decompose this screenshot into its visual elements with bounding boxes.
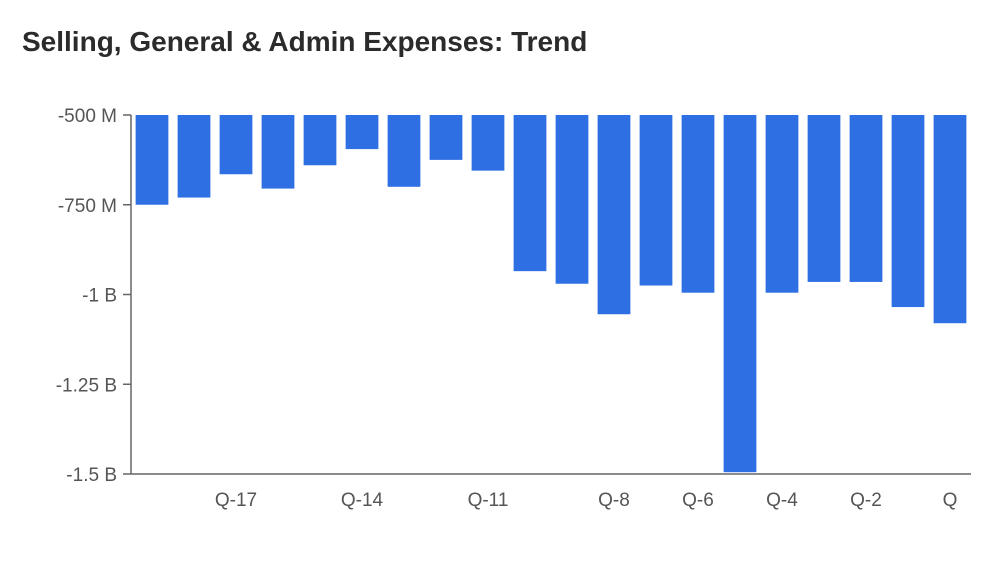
bar-q-7 xyxy=(639,115,673,286)
y-tick-label: -1 B xyxy=(82,286,117,307)
bars-group xyxy=(135,115,967,473)
bar-q-3 xyxy=(807,115,841,282)
bar-q-17 xyxy=(219,115,253,175)
x-tick-label: Q-4 xyxy=(766,490,798,511)
y-tick-label: -500 M xyxy=(58,106,117,127)
x-tick-label: Q-14 xyxy=(341,490,384,511)
bar-q-6 xyxy=(681,115,715,293)
bar-q-12 xyxy=(429,115,463,160)
bar-q-11 xyxy=(471,115,505,171)
bar-q-8 xyxy=(597,115,631,315)
x-tick-label: Q-8 xyxy=(598,490,630,511)
y-tick-label: -1.5 B xyxy=(66,465,117,486)
bar-q-13 xyxy=(387,115,421,187)
bar-q-1 xyxy=(891,115,925,308)
x-tick-label: Q-17 xyxy=(215,490,257,511)
bar-q-15 xyxy=(303,115,337,166)
x-tick-label: Q-2 xyxy=(850,490,882,511)
y-tick-label: -1.25 B xyxy=(56,375,117,396)
chart-title: Selling, General & Admin Expenses: Trend xyxy=(22,26,588,57)
bar-q-18 xyxy=(177,115,211,198)
bar-q-2 xyxy=(849,115,883,282)
x-axis: Q-17 Q-14 Q-11 Q-8 Q-6 Q-4 Q-2 Q xyxy=(131,473,971,511)
bar-q xyxy=(933,115,967,324)
bar-q-10 xyxy=(513,115,547,272)
bar-q-5 xyxy=(723,115,757,473)
x-tick-label: Q-11 xyxy=(468,490,509,511)
x-tick-label: Q-6 xyxy=(682,490,714,511)
bar-q-14 xyxy=(345,115,379,150)
y-axis: -500 M -750 M -1 B -1.25 B -1.5 B xyxy=(56,106,132,486)
bar-q-4 xyxy=(765,115,799,293)
bar-q-9 xyxy=(555,115,589,284)
bar-q-19 xyxy=(135,115,169,205)
bar-q-16 xyxy=(261,115,295,189)
y-tick-label: -750 M xyxy=(58,196,117,217)
x-tick-label: Q xyxy=(943,490,958,511)
